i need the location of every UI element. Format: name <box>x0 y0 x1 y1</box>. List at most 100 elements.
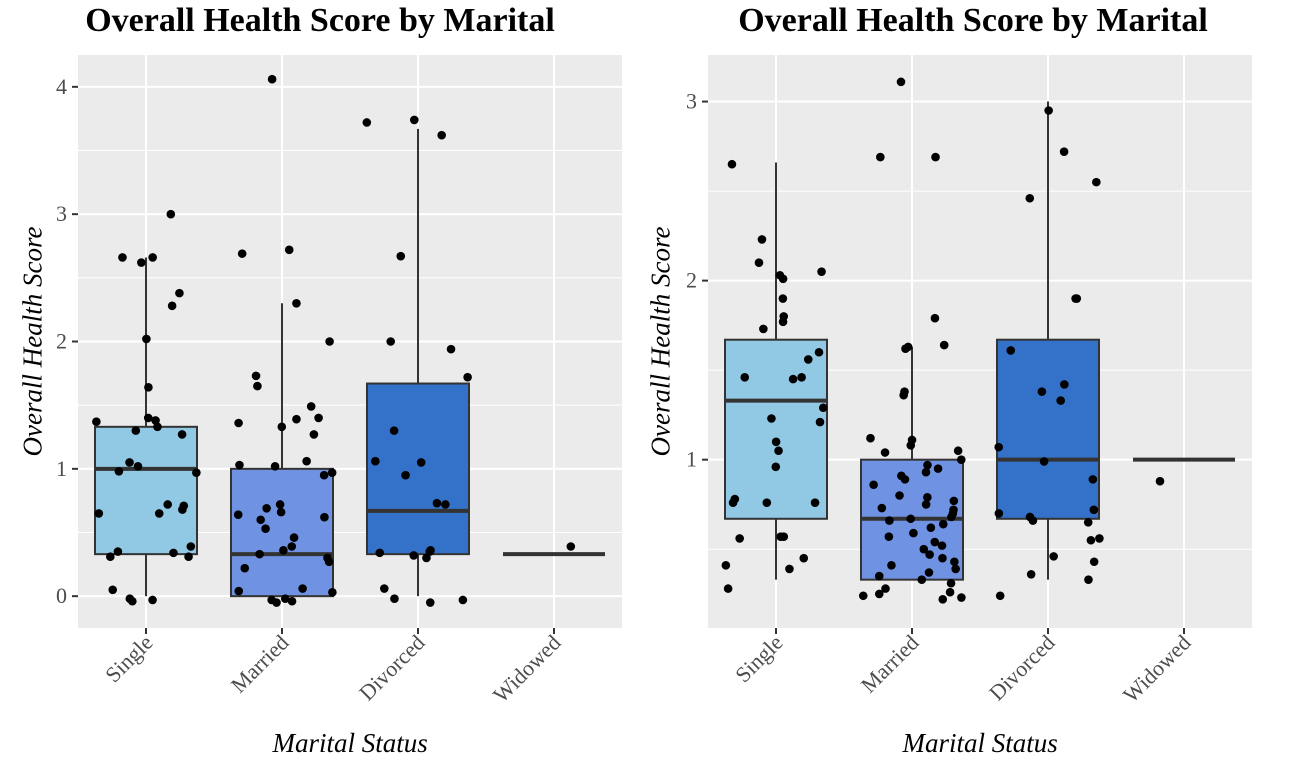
chart-title: Overall Health Score by Marital <box>85 2 555 39</box>
data-point <box>906 441 916 450</box>
data-point <box>874 571 884 581</box>
y-tick-label: 0 <box>56 583 67 608</box>
data-point <box>362 118 372 127</box>
data-point <box>937 541 947 550</box>
data-point <box>994 509 1004 518</box>
data-point <box>818 403 828 413</box>
data-point <box>192 468 201 477</box>
data-point <box>919 544 929 554</box>
data-point <box>881 584 890 593</box>
data-point <box>309 430 319 439</box>
data-point <box>108 585 118 595</box>
data-point <box>396 251 406 261</box>
data-point <box>728 498 738 507</box>
data-point <box>390 594 399 604</box>
data-point <box>895 491 904 500</box>
data-point <box>169 548 178 558</box>
data-point <box>94 509 104 518</box>
data-point <box>921 467 931 477</box>
data-point <box>906 514 915 524</box>
data-point <box>114 467 124 476</box>
data-point <box>234 418 243 428</box>
data-point <box>814 347 824 357</box>
data-point <box>817 267 826 276</box>
data-point <box>930 537 940 547</box>
data-point <box>237 249 247 258</box>
data-point <box>1155 476 1165 486</box>
data-point <box>953 446 963 456</box>
data-point <box>874 589 884 599</box>
data-point <box>1028 516 1038 525</box>
data-point <box>240 563 250 573</box>
data-point <box>945 587 955 597</box>
data-point <box>328 588 337 597</box>
data-point <box>1049 552 1058 561</box>
data-point <box>1026 569 1036 579</box>
chart-title: Overall Health Score by Marital <box>738 2 1208 39</box>
data-point <box>754 258 764 268</box>
data-point <box>866 433 875 443</box>
box-single <box>724 162 828 580</box>
y-tick-label: 4 <box>56 74 67 99</box>
data-point <box>924 568 934 577</box>
data-point <box>938 553 947 563</box>
data-point <box>277 422 287 432</box>
data-point <box>900 475 910 484</box>
data-point <box>292 299 301 308</box>
data-point <box>1037 387 1047 396</box>
data-point <box>566 542 576 551</box>
chart-svg-left: 0 1 2 3 4 Single Married Divorced Widowed <box>56 55 622 707</box>
data-point <box>106 552 115 561</box>
data-point <box>951 564 960 574</box>
data-point <box>261 524 270 533</box>
data-point <box>788 374 798 384</box>
data-point <box>947 512 956 522</box>
box-single <box>94 257 198 597</box>
y-tick-label: 1 <box>686 447 697 472</box>
data-point <box>92 417 101 427</box>
data-point <box>118 253 127 262</box>
data-point <box>1044 106 1053 115</box>
data-point <box>899 390 908 400</box>
data-point <box>797 373 806 382</box>
data-point <box>803 355 813 364</box>
x-tick-label: Single <box>730 630 787 687</box>
data-point <box>422 553 431 563</box>
box-body <box>230 467 334 598</box>
y-tick-label: 1 <box>56 456 67 481</box>
data-point <box>931 152 940 162</box>
data-point <box>386 337 395 346</box>
data-point <box>1089 505 1099 515</box>
data-point <box>463 372 472 382</box>
data-point <box>234 586 244 596</box>
data-point <box>1089 557 1099 567</box>
data-point <box>287 596 297 606</box>
data-point <box>178 505 187 514</box>
x-tick-label: Married <box>226 630 294 698</box>
data-point <box>1083 518 1093 527</box>
data-point <box>166 209 176 219</box>
x-tick-label: Divorced <box>984 630 1060 706</box>
x-axis-title: Marital Status <box>902 728 1058 758</box>
data-point <box>131 426 141 435</box>
data-point <box>723 584 733 593</box>
data-point <box>314 413 323 423</box>
data-point <box>186 542 196 551</box>
data-point <box>325 337 334 346</box>
data-point <box>925 550 934 559</box>
data-point <box>275 500 285 509</box>
data-point <box>184 552 193 561</box>
data-point <box>175 288 184 298</box>
data-point <box>939 340 949 350</box>
data-point <box>128 596 137 606</box>
x-tick-label: Single <box>100 630 157 687</box>
data-point <box>320 512 329 522</box>
data-point <box>1060 380 1069 389</box>
data-point <box>1086 535 1096 545</box>
data-point <box>1095 534 1104 543</box>
data-point <box>298 584 307 593</box>
data-point <box>876 152 885 162</box>
data-point <box>901 344 910 353</box>
y-tick-label: 2 <box>56 329 67 354</box>
